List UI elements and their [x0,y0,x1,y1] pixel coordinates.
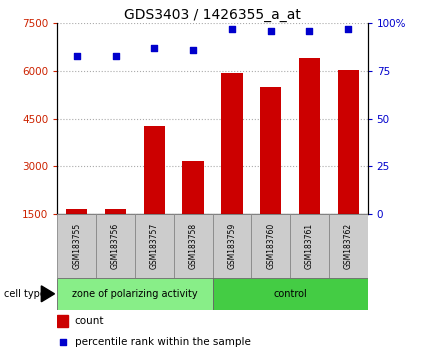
Bar [221,73,243,214]
Bar [337,70,359,214]
Point [190,47,196,53]
Text: zone of polarizing activity: zone of polarizing activity [72,289,198,299]
Bar [329,214,368,278]
Point [151,45,158,51]
Text: control: control [273,289,307,299]
Bar [212,278,368,310]
Text: GSM183761: GSM183761 [305,223,314,269]
Point [306,28,313,34]
Bar [182,161,204,214]
Polygon shape [41,286,54,302]
Point [60,339,66,344]
Bar [96,214,135,278]
Bar [135,214,174,278]
Text: count: count [75,316,104,326]
Bar [174,214,212,278]
Bar [290,214,329,278]
Text: GSM183760: GSM183760 [266,223,275,269]
Bar [251,214,290,278]
Text: percentile rank within the sample: percentile rank within the sample [75,337,251,347]
Point [112,53,119,58]
Text: GSM183759: GSM183759 [227,223,236,269]
Bar [299,58,320,214]
Text: GSM183756: GSM183756 [111,223,120,269]
Bar [105,209,126,214]
Point [267,28,274,34]
Text: GSM183762: GSM183762 [344,223,353,269]
Title: GDS3403 / 1426355_a_at: GDS3403 / 1426355_a_at [124,8,301,22]
Point [74,53,80,58]
Point [229,26,235,32]
Bar [144,126,165,214]
Bar [57,278,212,310]
Text: cell type: cell type [4,289,46,299]
Bar [66,209,88,214]
Text: GSM183755: GSM183755 [72,223,81,269]
Bar [260,87,281,214]
Point [345,26,351,32]
Text: GSM183757: GSM183757 [150,223,159,269]
Bar [212,214,251,278]
Bar [57,214,96,278]
Text: GSM183758: GSM183758 [189,223,198,269]
Bar [57,315,68,327]
